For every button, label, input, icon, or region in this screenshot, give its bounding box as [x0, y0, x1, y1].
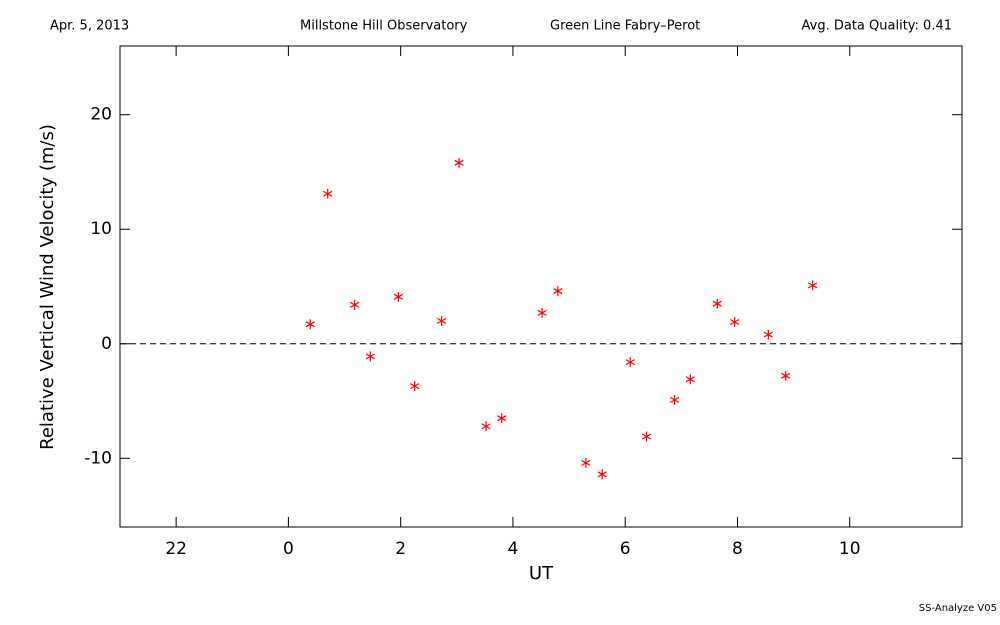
- data-point: [730, 317, 740, 328]
- data-point: [808, 280, 818, 291]
- asterisk-stroke: [581, 459, 591, 466]
- y-tick-label: 0: [101, 334, 112, 354]
- asterisk-stroke: [641, 433, 652, 440]
- asterisk-stroke: [669, 396, 680, 403]
- asterisk-stroke: [497, 415, 507, 422]
- x-axis-label: UT: [529, 563, 554, 584]
- data-quality: Avg. Data Quality: 0.41: [802, 19, 952, 34]
- asterisk-stroke: [808, 282, 818, 289]
- asterisk-stroke: [537, 309, 547, 316]
- plot-frame: [119, 45, 963, 528]
- y-tick-label: -10: [84, 448, 112, 468]
- instrument: Green Line Fabry–Perot: [550, 19, 700, 34]
- data-point: [553, 286, 563, 297]
- asterisk-stroke: [625, 359, 635, 366]
- x-tick-label: 2: [395, 539, 406, 559]
- data-point: [454, 157, 464, 168]
- asterisk-stroke: [436, 317, 447, 324]
- data-point: [323, 188, 333, 199]
- asterisk-stroke: [763, 331, 773, 338]
- data-point: [763, 329, 773, 340]
- data-point: [669, 394, 680, 405]
- y-tick-label: 20: [90, 105, 112, 125]
- asterisk-stroke: [323, 190, 333, 197]
- asterisk-stroke: [781, 372, 791, 379]
- data-point: [685, 374, 695, 385]
- data-point: [537, 307, 547, 318]
- data-point: [625, 357, 635, 368]
- data-point: [365, 351, 376, 362]
- asterisk-stroke: [597, 471, 607, 478]
- asterisk-stroke: [685, 376, 695, 383]
- x-tick-label: 0: [283, 539, 294, 559]
- data-point: [712, 298, 722, 309]
- x-tick-label: 6: [620, 539, 631, 559]
- data-point: [581, 457, 591, 468]
- asterisk-stroke: [365, 353, 376, 360]
- data-point: [781, 370, 791, 381]
- x-tick-label: 10: [839, 539, 861, 559]
- data-point: [497, 413, 507, 424]
- x-tick-label: 8: [732, 539, 743, 559]
- date: Apr. 5, 2013: [50, 19, 129, 34]
- asterisk-stroke: [553, 288, 563, 295]
- data-point: [393, 291, 404, 302]
- data-point: [436, 315, 447, 326]
- x-tick-label: 4: [508, 539, 519, 559]
- asterisk-stroke: [410, 383, 420, 390]
- data-point: [349, 299, 360, 310]
- y-tick-label: 10: [90, 219, 112, 239]
- x-tick-label: 22: [165, 539, 187, 559]
- asterisk-stroke: [481, 423, 491, 430]
- asterisk-stroke: [730, 318, 740, 326]
- asterisk-stroke: [349, 301, 360, 308]
- data-point: [481, 421, 491, 432]
- data-point: [305, 319, 315, 330]
- asterisk-stroke: [305, 321, 315, 328]
- y-axis-label: Relative Vertical Wind Velocity (m/s): [37, 124, 58, 450]
- asterisk-stroke: [393, 293, 404, 300]
- data-point: [410, 381, 420, 392]
- asterisk-stroke: [454, 159, 464, 166]
- footer: SS-Analyze V05: [919, 603, 997, 614]
- asterisk-stroke: [712, 300, 722, 307]
- data-point: [597, 469, 607, 480]
- data-point: [641, 431, 652, 442]
- observatory: Millstone Hill Observatory: [300, 19, 468, 34]
